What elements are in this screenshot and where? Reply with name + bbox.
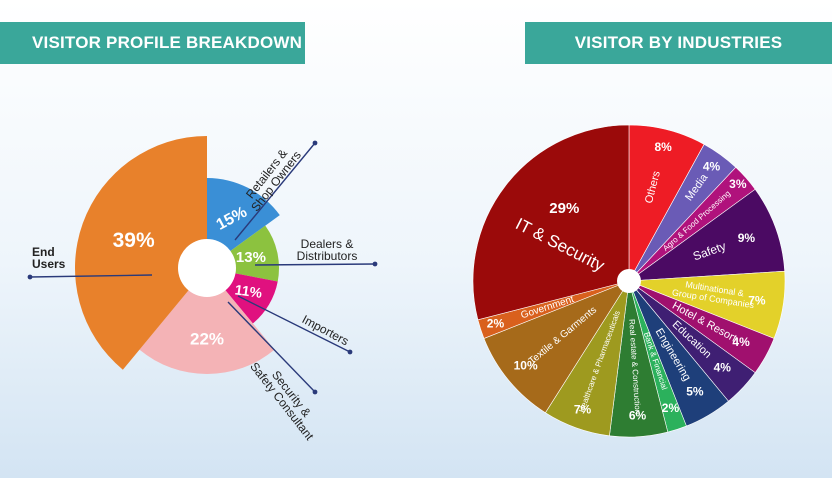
industry-slice-textile-and-garments (483, 280, 630, 414)
profile-leader-dot-end-users (27, 274, 33, 280)
industry-slice-safety (627, 188, 786, 282)
profile-leader-end-users (29, 274, 153, 278)
profile-leader-dot-dealers-and-distributors (372, 261, 378, 267)
profile-leader-retailers-and-shop-owners (234, 142, 316, 241)
industry-pct-agro-and-food-processing: 3% (729, 177, 747, 191)
visitor-profile-title: VISITOR PROFILE BREAKDOWN (32, 33, 303, 52)
industry-pct-media: 4% (703, 160, 721, 174)
profile-label-end-users-line: End (32, 245, 55, 259)
profile-leader-dealers-and-distributors (254, 263, 376, 266)
profile-label-dealers-and-distributors: Dealers &Distributors (297, 237, 358, 263)
visitor-profile-banner: VISITOR PROFILE BREAKDOWN (0, 22, 305, 64)
profile-slice-end-users (74, 136, 207, 370)
visitor-industries-banner: VISITOR BY INDUSTRIES (525, 22, 832, 64)
profile-leader-importers (237, 295, 351, 353)
industry-center-hole (617, 269, 641, 293)
profile-leader-dot-security-and-safety-consultant (312, 389, 318, 395)
profile-leader-dot-importers (347, 349, 353, 355)
profile-leader-security-and-safety-consultant (227, 301, 316, 393)
profile-slice-security-and-safety-consultant (139, 268, 275, 374)
industry-slice-it-and-security (472, 124, 630, 321)
profile-pct-dealers-and-distributors: 13% (236, 249, 266, 266)
industry-pct-real-estate-and-construction: 6% (629, 409, 647, 423)
profile-leader-dot-retailers-and-shop-owners (312, 140, 318, 146)
visitor-industries-title: VISITOR BY INDUSTRIES (574, 33, 783, 52)
profile-label-dealers-and-distributors-line: Dealers & (301, 237, 354, 251)
industry-pct-it-and-security: 29% (549, 200, 579, 217)
industry-pct-healthcare-and-pharmaceuticals: 7% (574, 402, 592, 416)
industry-pct-government: 2% (487, 317, 505, 331)
visitor-profile-pie: 15%13%11%22%39%Retailers &Shop OwnersDea… (27, 136, 378, 444)
profile-center-hole (178, 239, 236, 297)
profile-pct-end-users: 39% (113, 229, 155, 252)
industry-pct-education: 4% (714, 361, 732, 375)
profile-label-end-users-line: Users (32, 257, 66, 271)
profile-pct-security-and-safety-consultant: 22% (190, 329, 224, 348)
industry-pct-multinational-and-group-of-companies: 7% (748, 293, 766, 307)
industry-pct-bank-and-financial: 2% (662, 401, 680, 415)
industry-pct-hotel-and-resort: 4% (732, 335, 750, 349)
profile-pct-importers: 11% (234, 281, 264, 301)
profile-label-security-and-safety-consultant: Security &Safety Consultant (247, 360, 317, 444)
industry-pct-engineering: 5% (686, 385, 704, 399)
profile-label-dealers-and-distributors-line: Distributors (297, 249, 358, 263)
industry-pct-textile-and-garments: 10% (514, 359, 538, 373)
industry-pct-others: 8% (654, 140, 672, 154)
industry-pct-safety: 9% (738, 231, 756, 245)
